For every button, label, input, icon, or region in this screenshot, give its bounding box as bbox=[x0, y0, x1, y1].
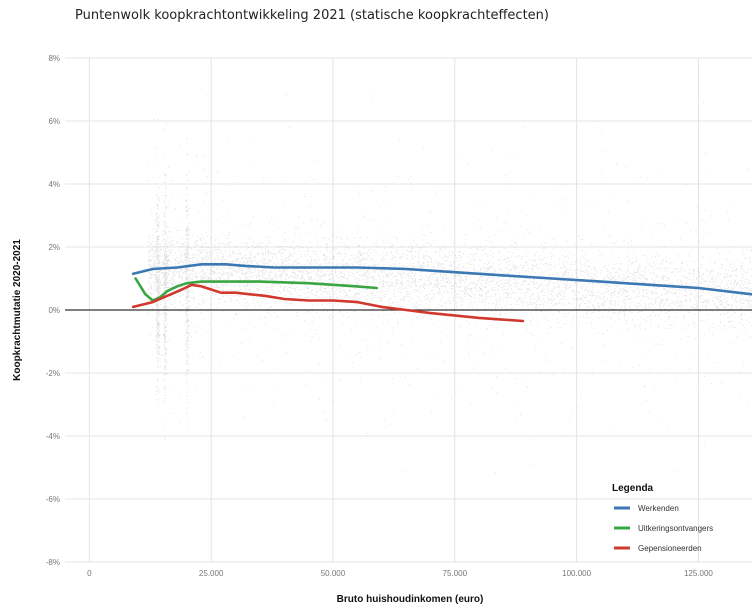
legend-title: Legenda bbox=[612, 483, 654, 494]
series-lines bbox=[131, 263, 752, 323]
y-tick-label: 2% bbox=[48, 243, 60, 252]
x-tick-label: 50.000 bbox=[321, 569, 346, 578]
x-tick-label: 125.000 bbox=[684, 569, 713, 578]
y-tick-label: 8% bbox=[48, 54, 60, 63]
series-line-uitkeringsontvangers bbox=[134, 277, 379, 302]
series-line-gepensioneerden bbox=[131, 283, 525, 323]
legend-label: Gepensioneerden bbox=[638, 544, 702, 553]
x-tick-label: 75.000 bbox=[443, 569, 468, 578]
series-line-werkenden bbox=[131, 263, 752, 296]
legend-label: Uitkeringsontvangers bbox=[638, 524, 713, 533]
y-tick-label: -8% bbox=[46, 558, 60, 567]
y-tick-label: 0% bbox=[48, 306, 60, 315]
x-axis-label: Bruto huishoudinkomen (euro) bbox=[337, 594, 484, 605]
x-tick-label: 25.000 bbox=[199, 569, 224, 578]
chart-title: Puntenwolk koopkrachtontwikkeling 2021 (… bbox=[75, 8, 549, 23]
legend: Legenda Werkenden Uitkeringsontvangers Gep… bbox=[612, 483, 713, 553]
x-tick-label: 0 bbox=[87, 569, 92, 578]
tick-labels: 8% 6% 4% 2% 0% -2% -4% -6% -8% 0 25.000 50.000 75.00… bbox=[46, 54, 714, 578]
y-tick-label: 6% bbox=[48, 117, 60, 126]
y-tick-label: -2% bbox=[46, 369, 60, 378]
legend-label: Werkenden bbox=[638, 504, 679, 513]
y-tick-label: -4% bbox=[46, 432, 60, 441]
x-tick-label: 100.000 bbox=[562, 569, 591, 578]
y-tick-label: 4% bbox=[48, 180, 60, 189]
y-axis-label: Koopkrachtmutatie 2020-2021 bbox=[12, 239, 23, 381]
y-tick-label: -6% bbox=[46, 495, 60, 504]
